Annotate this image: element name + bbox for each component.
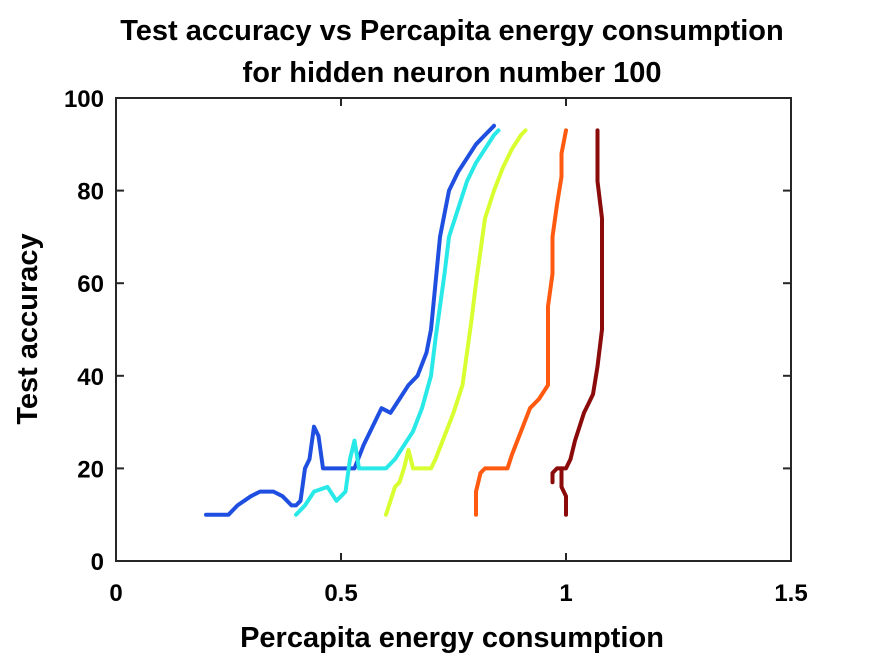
ticks-layer: 0 0.5 1 1.5 0 20 40 60 80 100 [64, 86, 808, 607]
series-line-6 [559, 466, 568, 517]
series-line-4 [474, 128, 568, 517]
y-tick-label: 60 [77, 271, 104, 298]
series-layer [204, 123, 604, 517]
series-line-2 [294, 128, 501, 517]
chart-title: Test accuracy vs Percapita energy consum… [120, 15, 784, 47]
plot-area-frame [115, 97, 792, 562]
x-tick-label: 1 [559, 580, 572, 607]
y-tick-label: 40 [77, 364, 104, 391]
x-tick-label: 1.5 [774, 580, 807, 607]
y-tick-label: 80 [77, 179, 104, 206]
chart-subtitle: for hidden neuron number 100 [243, 57, 662, 89]
series-line-5 [550, 128, 604, 485]
y-axis-label: Test accuracy [12, 233, 44, 424]
series-line-3 [384, 128, 528, 517]
y-tick-label: 0 [91, 549, 104, 576]
x-axis-label: Percapita energy consumption [240, 622, 664, 654]
y-tick-label: 20 [77, 456, 104, 483]
y-tick-label: 100 [64, 86, 104, 113]
x-tick-label: 0.5 [324, 580, 357, 607]
series-line-1 [204, 123, 496, 517]
x-tick-label: 0 [109, 580, 122, 607]
